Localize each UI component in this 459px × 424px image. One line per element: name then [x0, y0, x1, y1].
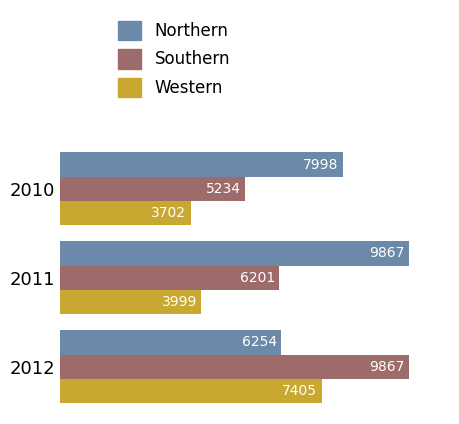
Text: 7998: 7998: [302, 158, 337, 172]
Bar: [60, 330, 280, 354]
Text: 5234: 5234: [205, 182, 240, 196]
Legend: Northern, Southern, Western: Northern, Southern, Western: [109, 13, 238, 105]
Bar: [60, 379, 321, 403]
Bar: [60, 290, 201, 314]
Text: 3702: 3702: [151, 206, 186, 220]
Bar: [60, 265, 279, 290]
Text: 9867: 9867: [368, 360, 403, 374]
Bar: [60, 241, 408, 265]
Text: 6254: 6254: [241, 335, 276, 349]
Bar: [60, 201, 190, 225]
Bar: [60, 153, 342, 177]
Text: 9867: 9867: [368, 246, 403, 260]
Text: 7405: 7405: [282, 384, 317, 398]
Text: 3999: 3999: [161, 295, 196, 309]
Bar: [60, 354, 408, 379]
Text: 6201: 6201: [239, 271, 274, 285]
Bar: [60, 177, 244, 201]
